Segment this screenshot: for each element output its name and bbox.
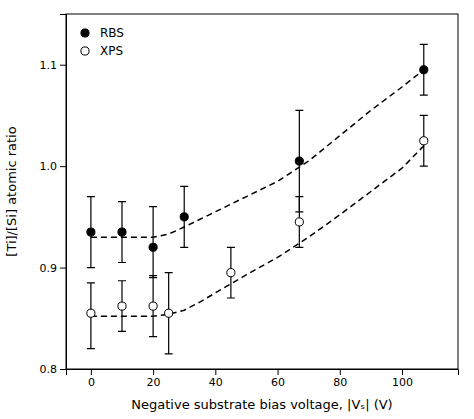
legend-label: XPS	[100, 44, 123, 58]
point	[420, 137, 428, 145]
point	[295, 218, 303, 226]
error-bar	[87, 197, 95, 268]
error-bar	[118, 281, 126, 332]
y-tick: 1.1	[40, 59, 67, 72]
error-bar	[149, 207, 157, 278]
y-tick-mark	[60, 65, 66, 66]
legend: RBS XPS	[81, 26, 124, 58]
x-tick: 60	[271, 369, 285, 389]
point	[118, 302, 126, 310]
point	[87, 228, 95, 236]
legend-entry: XPS	[81, 44, 123, 58]
y-tick-label: 1.1	[40, 59, 58, 72]
y-tick: 1.0	[40, 160, 67, 173]
x-tick: 0	[88, 369, 95, 389]
x-tick-label: 80	[333, 376, 347, 389]
error-bar	[420, 44, 428, 95]
legend-entry: RBS	[81, 26, 124, 40]
x-axis-line	[67, 370, 459, 376]
y-tick: 0.9	[40, 262, 67, 275]
point	[149, 243, 157, 251]
y-tick-label: 0.8	[40, 363, 58, 376]
x-tick-label: 60	[271, 376, 285, 389]
x-tick-label: 40	[209, 376, 223, 389]
y-tick-mark	[60, 268, 66, 269]
legend-label: RBS	[100, 26, 124, 40]
x-tick-mark	[278, 369, 279, 375]
x-tick-mark	[215, 369, 216, 375]
trend-line	[91, 146, 424, 316]
plot-area: 0 20 40 60 80 100 0.8 0.9 1.0 1.1 Negative substra…	[4, 14, 459, 412]
error-bar	[165, 273, 173, 354]
trend-line	[91, 70, 424, 237]
x-tick: 80	[333, 369, 347, 389]
error-bar	[149, 276, 157, 337]
error-bar	[295, 197, 303, 248]
chart: 0 20 40 60 80 100 0.8 0.9 1.0 1.1 Negative substra…	[0, 0, 474, 419]
point	[180, 213, 188, 221]
data-layer	[87, 44, 428, 353]
y-tick: 0.8	[40, 363, 67, 376]
x-tick-mark	[153, 369, 154, 375]
x-tick: 40	[209, 369, 223, 389]
plot-frame	[66, 14, 458, 369]
error-bar	[118, 202, 126, 263]
x-axis-title: Negative substrate bias voltage, |Vₛ| (V…	[131, 397, 392, 412]
y-tick-mark	[60, 369, 66, 370]
legend-marker	[81, 47, 89, 55]
y-axis: 0.8 0.9 1.0 1.1	[40, 15, 67, 377]
x-tick: 20	[147, 369, 161, 389]
point	[165, 309, 173, 317]
error-bar	[227, 247, 235, 298]
series	[87, 44, 428, 277]
y-tick-mark	[60, 166, 66, 167]
x-tick-label: 0	[88, 376, 95, 389]
y-tick-label: 1.0	[40, 160, 58, 173]
series	[87, 115, 428, 353]
point	[420, 66, 428, 74]
x-tick-label: 100	[392, 376, 413, 389]
x-tick-mark	[91, 369, 92, 375]
x-tick-mark	[402, 369, 403, 375]
point	[227, 269, 235, 277]
point	[118, 228, 126, 236]
legend-marker	[81, 29, 89, 37]
error-bar	[420, 115, 428, 166]
y-tick-label: 0.9	[40, 262, 58, 275]
point	[149, 302, 157, 310]
x-tick-label: 20	[147, 376, 161, 389]
x-tick: 100	[392, 369, 413, 389]
x-tick-mark	[340, 369, 341, 375]
error-bar	[180, 186, 188, 247]
y-axis-title: [Ti]/[Si] atomic ratio	[4, 126, 19, 256]
point	[295, 157, 303, 165]
point	[87, 309, 95, 317]
x-axis: 0 20 40 60 80 100	[67, 369, 459, 389]
error-bar	[87, 283, 95, 349]
